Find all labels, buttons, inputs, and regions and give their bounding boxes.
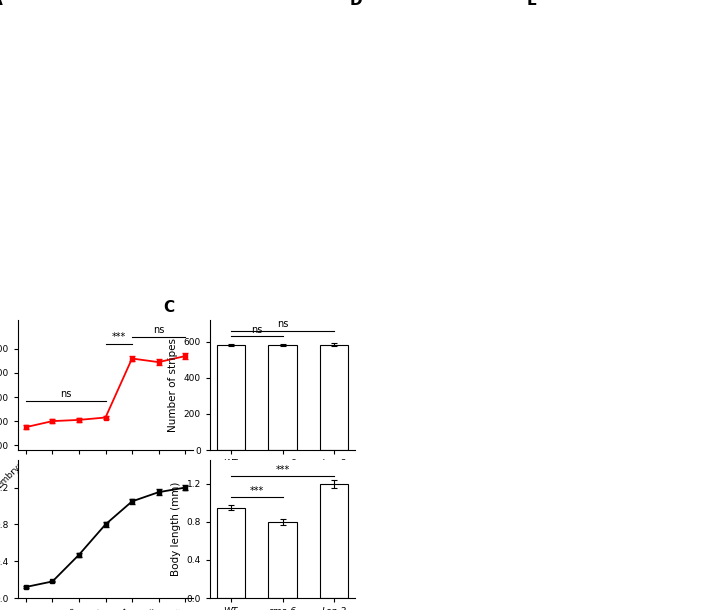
- Text: ***: ***: [112, 332, 126, 342]
- Y-axis label: Number of stripes: Number of stripes: [169, 338, 178, 432]
- Bar: [217, 345, 245, 450]
- Bar: [320, 345, 348, 450]
- Text: ns: ns: [153, 325, 164, 335]
- Bar: [320, 484, 348, 598]
- Text: D: D: [349, 0, 362, 8]
- Bar: [217, 508, 245, 598]
- Text: ns: ns: [60, 389, 72, 399]
- Y-axis label: Body length (mm): Body length (mm): [171, 482, 181, 576]
- Text: ***: ***: [275, 465, 290, 475]
- Bar: [268, 345, 297, 450]
- Text: C: C: [164, 301, 175, 315]
- Text: ns: ns: [277, 320, 288, 329]
- Text: E: E: [527, 0, 537, 8]
- Text: ns: ns: [251, 325, 263, 335]
- Text: A: A: [0, 0, 3, 8]
- Text: ***: ***: [249, 486, 264, 496]
- Bar: [268, 522, 297, 598]
